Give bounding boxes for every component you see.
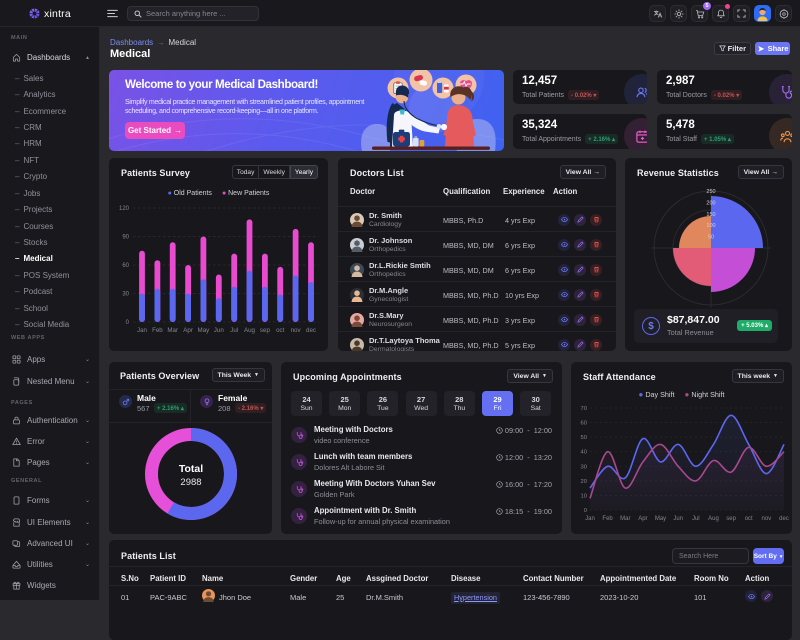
svg-text:Apr: Apr — [638, 516, 647, 522]
svg-text:50: 50 — [581, 435, 587, 441]
svg-text:nov: nov — [762, 516, 772, 522]
svg-text:Feb: Feb — [602, 516, 613, 522]
svg-text:sep: sep — [260, 327, 271, 334]
svg-text:Jun: Jun — [673, 516, 683, 522]
svg-text:50: 50 — [708, 235, 714, 241]
svg-text:nov: nov — [291, 327, 302, 334]
svg-text:40: 40 — [581, 450, 587, 456]
svg-text:Aug: Aug — [244, 327, 256, 334]
svg-text:90: 90 — [122, 235, 129, 241]
svg-text:oct: oct — [276, 327, 285, 334]
svg-text:Aug: Aug — [708, 516, 719, 522]
svg-text:30: 30 — [581, 464, 587, 470]
svg-text:Jan: Jan — [137, 327, 148, 334]
svg-text:dec: dec — [306, 327, 316, 334]
svg-text:Mar: Mar — [620, 516, 630, 522]
svg-text:0: 0 — [584, 508, 587, 514]
svg-text:oct: oct — [745, 516, 753, 522]
svg-text:sep: sep — [726, 516, 736, 522]
svg-text:Jun: Jun — [214, 327, 225, 334]
svg-text:60: 60 — [122, 263, 129, 269]
svg-text:2988: 2988 — [180, 477, 201, 488]
svg-text:10: 10 — [581, 493, 587, 499]
svg-text:Total: Total — [179, 463, 203, 475]
svg-text:120: 120 — [119, 206, 130, 212]
svg-text:200: 200 — [706, 200, 715, 206]
svg-text:0: 0 — [126, 320, 130, 326]
svg-text:May: May — [655, 516, 666, 522]
svg-text:20: 20 — [581, 479, 587, 485]
svg-text:250: 250 — [706, 189, 715, 195]
svg-text:dec: dec — [779, 516, 789, 522]
svg-text:Jan: Jan — [585, 516, 595, 522]
svg-text:70: 70 — [581, 406, 587, 412]
svg-text:Feb: Feb — [152, 327, 163, 334]
svg-text:60: 60 — [581, 421, 587, 427]
svg-text:Jul: Jul — [230, 327, 238, 334]
svg-text:30: 30 — [122, 292, 129, 298]
svg-text:150: 150 — [706, 212, 715, 218]
svg-text:Jul: Jul — [692, 516, 700, 522]
svg-text:May: May — [198, 327, 211, 334]
svg-text:100: 100 — [706, 223, 715, 229]
svg-text:Mar: Mar — [167, 327, 178, 334]
svg-text:Apr: Apr — [183, 327, 193, 334]
